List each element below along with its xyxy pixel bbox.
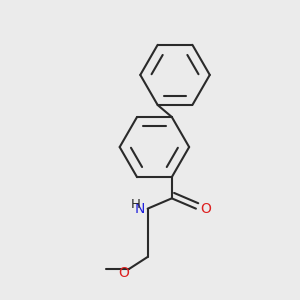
Text: O: O	[118, 266, 129, 280]
Text: N: N	[135, 202, 145, 216]
Text: H: H	[130, 198, 140, 211]
Text: O: O	[200, 202, 211, 216]
